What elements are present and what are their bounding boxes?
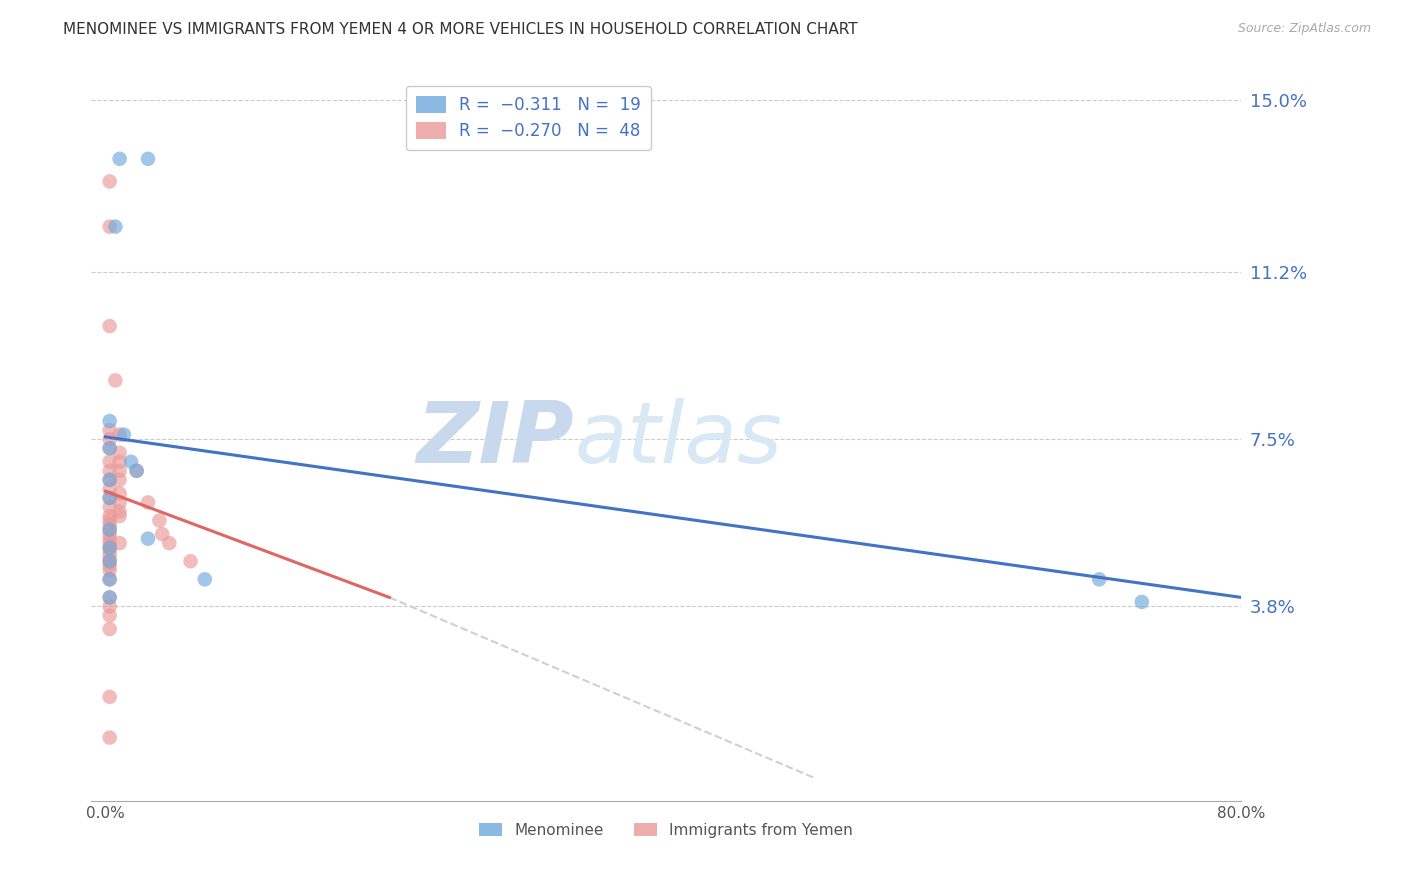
Point [98,690,121,704]
Point [108,427,131,442]
Point [108,446,131,460]
Point [98,554,121,568]
Point [98,500,121,514]
Point [98,608,121,623]
Point [108,455,131,469]
Point [108,152,131,166]
Point [98,482,121,496]
Point [136,532,159,546]
Point [108,486,131,500]
Legend: Menominee, Immigrants from Yemen: Menominee, Immigrants from Yemen [472,816,859,844]
Point [98,518,121,533]
Point [108,536,131,550]
Point [108,504,131,518]
Point [136,152,159,166]
Point [98,527,121,541]
Point [108,495,131,509]
Point [150,527,173,541]
Point [98,536,121,550]
Point [98,549,121,564]
Point [98,491,121,505]
Point [112,427,135,442]
Point [98,541,121,555]
Point [98,591,121,605]
Text: MENOMINEE VS IMMIGRANTS FROM YEMEN 4 OR MORE VEHICLES IN HOUSEHOLD CORRELATION C: MENOMINEE VS IMMIGRANTS FROM YEMEN 4 OR … [63,22,858,37]
Point [98,432,121,446]
Point [98,509,121,524]
Point [98,622,121,636]
Point [98,423,121,437]
Point [98,219,121,234]
Point [108,473,131,487]
Point [98,441,121,455]
Point [98,491,121,505]
Point [136,495,159,509]
Point [108,509,131,524]
Point [104,373,127,387]
Point [1088,572,1111,586]
Point [1130,595,1153,609]
Point [98,523,121,537]
Point [104,219,127,234]
Point [98,441,121,455]
Point [98,554,121,568]
Text: atlas: atlas [574,398,782,481]
Point [98,473,121,487]
Point [120,455,142,469]
Point [98,563,121,577]
Point [125,464,148,478]
Point [98,572,121,586]
Point [157,536,180,550]
Point [194,572,217,586]
Point [180,554,202,568]
Point [98,591,121,605]
Point [98,545,121,559]
Point [98,558,121,573]
Point [98,731,121,745]
Point [98,174,121,188]
Point [108,464,131,478]
Point [98,319,121,334]
Point [98,473,121,487]
Point [148,514,170,528]
Point [98,599,121,614]
Point [98,523,121,537]
Text: ZIP: ZIP [416,398,574,481]
Point [98,572,121,586]
Point [98,532,121,546]
Text: Source: ZipAtlas.com: Source: ZipAtlas.com [1237,22,1371,36]
Point [98,514,121,528]
Point [98,464,121,478]
Point [98,414,121,428]
Point [98,541,121,555]
Point [125,464,148,478]
Point [98,455,121,469]
